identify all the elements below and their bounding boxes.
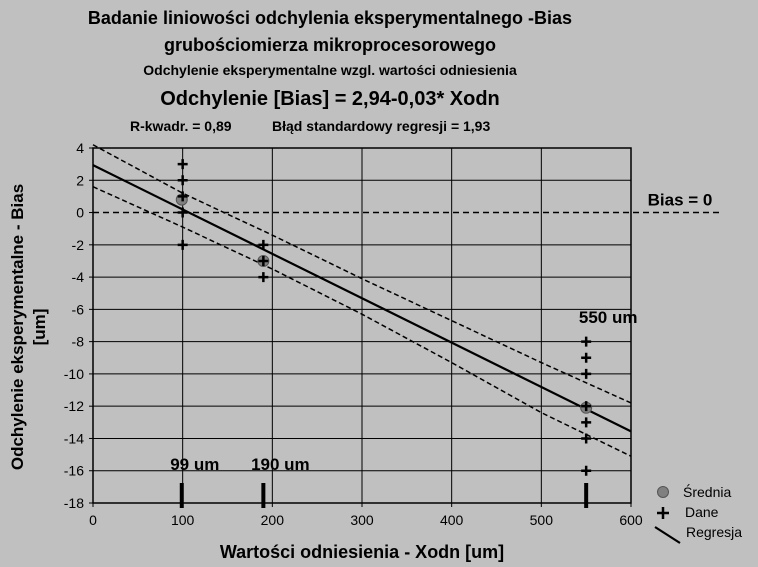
legend-data-label: Dane	[685, 504, 719, 520]
y-tick-label: 2	[76, 172, 84, 188]
confidence-band	[92, 144, 632, 457]
y-axis-label-line2: [um]	[30, 309, 49, 346]
y-tick-label: -6	[72, 301, 85, 317]
legend-regression-marker	[654, 526, 681, 544]
x-tick-label: 400	[440, 512, 464, 528]
y-tick-label: 4	[76, 140, 84, 156]
bias-zero-label: Bias = 0	[648, 191, 713, 210]
legend-regression-label: Regresja	[686, 524, 742, 540]
confidence-band-upper	[92, 144, 632, 404]
r-squared-label: R-kwadr. = 0,89	[130, 118, 232, 134]
data-point	[258, 255, 269, 266]
data-point	[581, 433, 592, 444]
confidence-band-lower	[92, 186, 632, 457]
data-point	[581, 417, 592, 428]
x-tick-label: 0	[89, 512, 97, 528]
legend: Średnia Dane Regresja	[654, 483, 742, 544]
chart-title: Badanie liniowości odchylenia eksperymen…	[87, 8, 573, 28]
legend-mean-marker	[657, 486, 669, 498]
x-tick-label: 200	[261, 512, 285, 528]
data-point	[177, 191, 188, 202]
x-axis-label: Wartości odniesienia - Xodn [um]	[220, 542, 504, 562]
y-axis-label-line1: Odchylenie eksperymentalne - Bias	[8, 184, 27, 470]
y-tick-label: -18	[64, 495, 84, 511]
axes: 0 100 200 300 400 500 600 4 2 0 -2 -4 -6 -8 -10 -12 -14 -…	[64, 140, 643, 528]
chart-title-line2: grubościomierza mikroprocesorowego	[163, 35, 497, 55]
legend-data-marker	[657, 507, 669, 519]
data-point	[581, 368, 592, 379]
y-tick-label: 0	[76, 205, 84, 221]
chart-subtitle: Odchylenie eksperymentalne wzgl. wartośc…	[143, 62, 517, 78]
grid	[93, 148, 722, 503]
data-point	[581, 465, 592, 476]
y-tick-label: -2	[72, 237, 85, 253]
data-point	[581, 336, 592, 347]
std-error-label: Błąd standardowy regresji = 1,93	[272, 118, 491, 134]
series	[92, 159, 632, 476]
x-tick-label: 500	[530, 512, 554, 528]
y-tick-label: -12	[64, 398, 84, 414]
y-tick-label: -10	[64, 366, 84, 382]
y-tick-label: -16	[64, 463, 84, 479]
legend-mean-label: Średnia	[683, 483, 731, 500]
x-tick-label: 100	[171, 512, 195, 528]
annotations: Bias = 0 99 um 190 um 550 um	[170, 191, 712, 508]
data-point	[177, 207, 188, 218]
data-point	[177, 175, 188, 186]
data-point	[177, 159, 188, 170]
reference-value-label: 99 um	[170, 455, 219, 474]
regression-equation: Odchylenie [Bias] = 2,94-0,03* Xodn	[160, 88, 500, 110]
reference-value-label: 550 um	[579, 308, 638, 327]
data-point	[258, 239, 269, 250]
data-point	[581, 352, 592, 363]
x-tick-label: 600	[619, 512, 643, 528]
data-point	[258, 272, 269, 283]
reference-value-label: 190 um	[251, 455, 310, 474]
data-point	[177, 239, 188, 250]
x-tick-label: 300	[350, 512, 374, 528]
y-tick-label: -14	[64, 430, 84, 446]
y-axis-label: Odchylenie eksperymentalne - Bias [um]	[8, 184, 49, 470]
data-point	[581, 401, 592, 412]
y-tick-label: -8	[72, 334, 85, 350]
y-tick-label: -4	[72, 269, 85, 285]
